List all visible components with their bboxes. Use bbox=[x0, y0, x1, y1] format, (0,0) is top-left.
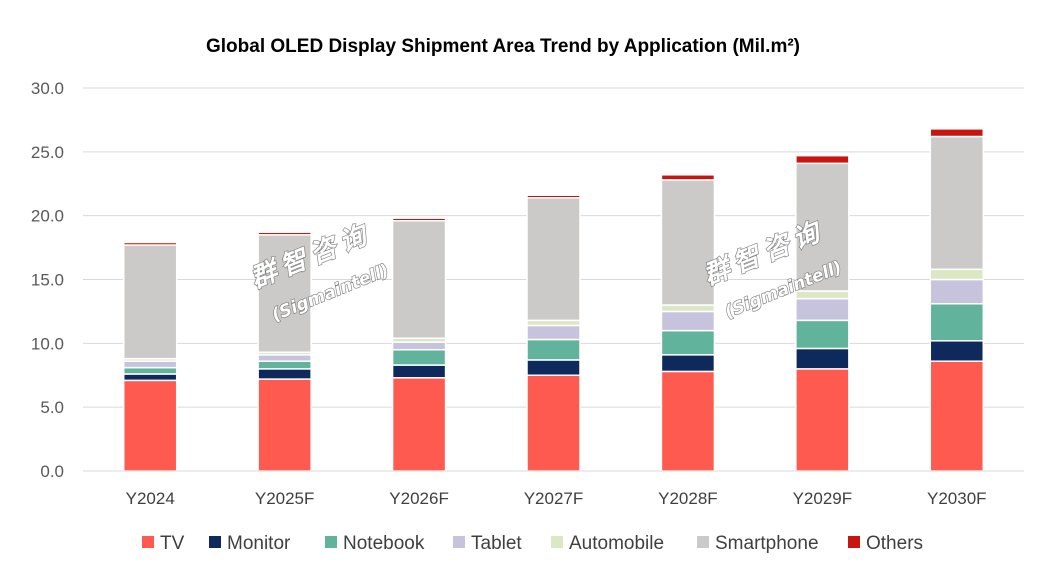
bar-segment-smartphone bbox=[929, 135, 985, 271]
y-tick-label: 0.0 bbox=[40, 462, 64, 481]
bar-segment-others bbox=[257, 231, 312, 236]
bar-segment-smartphone bbox=[122, 244, 178, 360]
legend-swatch bbox=[325, 536, 337, 548]
bar-segment-tablet bbox=[929, 278, 985, 305]
y-tick-label: 15.0 bbox=[31, 271, 64, 290]
bar-segment-smartphone bbox=[257, 234, 312, 354]
legend-label: Smartphone bbox=[715, 533, 819, 554]
legend-label: Notebook bbox=[343, 533, 425, 554]
bar-segment-monitor bbox=[795, 347, 850, 370]
bar-segment-tv bbox=[929, 360, 985, 472]
bar-segment-tablet bbox=[257, 354, 312, 362]
legend-label: TV bbox=[160, 533, 185, 554]
legend-swatch bbox=[551, 536, 563, 548]
bar-segment-tablet bbox=[391, 341, 447, 351]
bar-segment-others bbox=[795, 154, 850, 165]
bar-segment-automobile bbox=[526, 319, 581, 327]
y-tick-label: 10.0 bbox=[31, 334, 64, 353]
bar-segment-monitor bbox=[526, 359, 581, 376]
bar-segment-tv bbox=[122, 379, 178, 472]
legend: TV Monitor Notebook Tablet Automobile Smartph… bbox=[142, 533, 923, 554]
bar-segment-notebook bbox=[122, 366, 178, 375]
x-category-label: Y2029F bbox=[793, 489, 853, 508]
legend-swatch bbox=[142, 536, 154, 548]
legend-label: Tablet bbox=[471, 533, 522, 554]
y-axis-ticks: 0.0 5.0 10.0 15.0 20.0 25.0 30.0 bbox=[31, 79, 64, 481]
legend-swatch bbox=[848, 536, 860, 548]
bar-segment-others bbox=[660, 174, 716, 181]
legend-swatch bbox=[453, 536, 465, 548]
bar-segment-tablet bbox=[526, 324, 581, 341]
bar-segment-notebook bbox=[795, 319, 850, 350]
bar-segment-monitor bbox=[660, 354, 716, 373]
legend-swatch bbox=[697, 536, 709, 548]
bars bbox=[122, 128, 985, 472]
bar-segment-monitor bbox=[122, 373, 178, 382]
bar-segment-smartphone bbox=[391, 220, 447, 339]
x-category-label: Y2024 bbox=[126, 489, 175, 508]
bar-segment-tablet bbox=[795, 297, 850, 322]
bar-segment-tv bbox=[526, 374, 581, 472]
bar-segment-tv bbox=[795, 368, 850, 472]
bar-segment-notebook bbox=[257, 360, 312, 370]
y-tick-label: 5.0 bbox=[40, 398, 64, 417]
y-tick-label: 20.0 bbox=[31, 207, 64, 226]
bar-segment-notebook bbox=[391, 348, 447, 366]
bar-segment-smartphone bbox=[660, 179, 716, 306]
bar-segment-notebook bbox=[660, 329, 716, 356]
bar-segment-automobile bbox=[929, 268, 985, 281]
bar-segment-tv bbox=[257, 378, 312, 472]
x-category-label: Y2028F bbox=[658, 489, 718, 508]
x-category-label: Y2025F bbox=[255, 489, 315, 508]
bar-segment-notebook bbox=[526, 338, 581, 361]
legend-label: Monitor bbox=[227, 533, 291, 554]
bar-segment-others bbox=[391, 217, 447, 222]
chart-title: Global OLED Display Shipment Area Trend … bbox=[206, 36, 800, 57]
x-category-label: Y2026F bbox=[389, 489, 449, 508]
bar-segment-monitor bbox=[391, 364, 447, 379]
x-category-label: Y2030F bbox=[927, 489, 987, 508]
bar-segment-notebook bbox=[929, 303, 985, 342]
bar-segment-smartphone bbox=[526, 197, 581, 322]
bar-segment-automobile bbox=[660, 304, 716, 313]
bar-segment-tv bbox=[660, 370, 716, 472]
bar-segment-tablet bbox=[660, 310, 716, 332]
bar-segment-others bbox=[526, 194, 581, 199]
y-tick-label: 25.0 bbox=[31, 143, 64, 162]
legend-swatch bbox=[209, 536, 221, 548]
legend-label: Others bbox=[866, 533, 923, 554]
bar-segment-smartphone bbox=[795, 162, 850, 292]
bar-segment-tv bbox=[391, 377, 447, 472]
bar-segment-monitor bbox=[929, 340, 985, 362]
y-tick-label: 30.0 bbox=[31, 79, 64, 98]
bar-segment-tablet bbox=[122, 360, 178, 369]
x-category-label: Y2027F bbox=[524, 489, 584, 508]
legend-label: Automobile bbox=[569, 533, 664, 554]
bar-segment-others bbox=[929, 128, 985, 138]
bar-segment-others bbox=[122, 241, 178, 246]
x-axis-categories: Y2024 Y2025F Y2026F Y2027F Y2028F Y2029F Y2030… bbox=[126, 489, 987, 508]
bar-segment-monitor bbox=[257, 368, 312, 380]
